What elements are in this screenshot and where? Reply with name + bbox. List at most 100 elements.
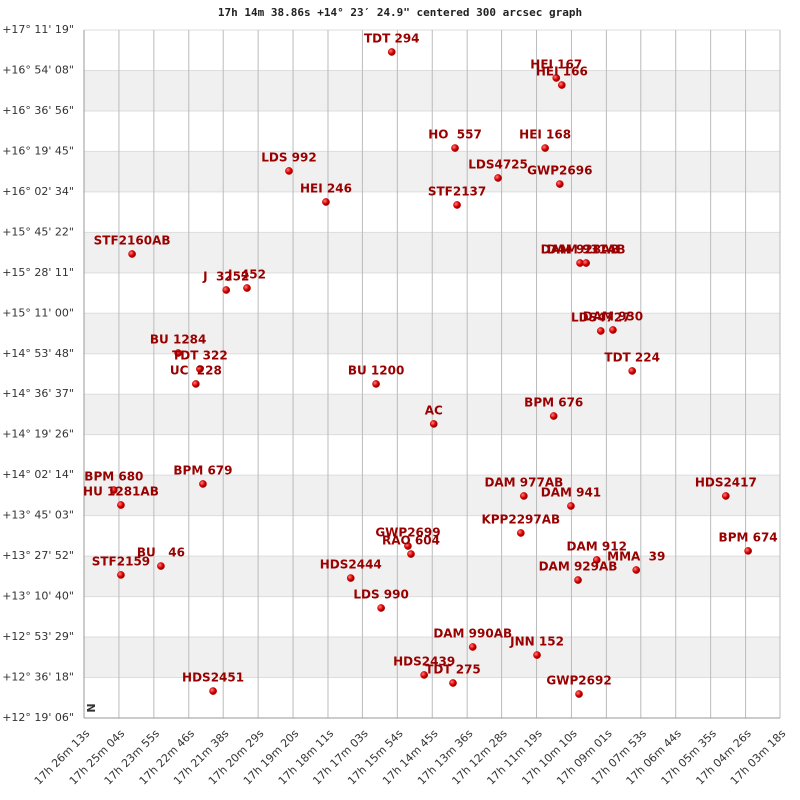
- star-label: J 452: [227, 268, 266, 282]
- star-point: [199, 480, 207, 488]
- y-tick-label: +16° 02' 34": [2, 185, 74, 198]
- star-label: BPM 680: [84, 470, 143, 484]
- y-tick-label: +15° 28' 11": [2, 266, 74, 279]
- star-point: [420, 671, 429, 679]
- star-label: GWP2699: [375, 525, 440, 539]
- star-point: [117, 501, 125, 509]
- star-label: BU 46: [137, 546, 185, 560]
- y-tick-label: +17° 11' 19": [2, 23, 74, 36]
- star-point: [632, 566, 641, 574]
- star-label: DAM 928AB: [541, 243, 620, 257]
- y-tick-label: +14° 02' 14": [2, 468, 74, 481]
- star-label: KPP2297AB: [481, 512, 560, 526]
- star-point: [744, 547, 752, 555]
- star-point: [243, 284, 251, 292]
- plot-background: [83, 29, 781, 719]
- star-point: [196, 365, 204, 373]
- star-label: LDS4725: [468, 157, 528, 171]
- star-point: [549, 412, 558, 420]
- star-point: [285, 167, 293, 175]
- star-point: [377, 604, 385, 612]
- star-point: [574, 576, 582, 584]
- star-point: [449, 679, 457, 687]
- y-tick-label: +14° 19' 26": [2, 428, 74, 441]
- star-point: [533, 651, 541, 659]
- star-label: STF2159: [92, 554, 150, 568]
- star-point: [192, 380, 200, 388]
- star-point: [372, 380, 380, 388]
- star-label: DAM 912: [567, 539, 627, 553]
- star-point: [609, 326, 617, 334]
- star-point: [582, 259, 590, 267]
- star-point: [520, 492, 528, 500]
- star-label: BPM 676: [524, 396, 583, 410]
- y-tick-label: +14° 36' 37": [2, 387, 74, 400]
- star-label: BU 1284: [150, 333, 206, 347]
- star-point: [346, 574, 355, 582]
- star-point: [628, 367, 637, 375]
- star-point: [387, 48, 396, 56]
- star-label: TDT 275: [425, 663, 481, 677]
- star-label: LDS 992: [261, 150, 316, 164]
- star-point: [567, 502, 575, 510]
- star-label: STF2160AB: [94, 233, 171, 247]
- y-tick-label: +12° 36' 18": [2, 671, 74, 684]
- star-label: HEI 246: [300, 182, 352, 196]
- star-point: [721, 492, 730, 500]
- star-point: [516, 529, 525, 537]
- star-label: LDS4727: [571, 310, 631, 324]
- y-tick-label: +12° 53' 29": [2, 630, 74, 643]
- star-point: [541, 144, 549, 152]
- star-label: DAM 977AB: [484, 475, 563, 489]
- star-label: BU 1200: [348, 363, 404, 377]
- star-label: BPM 674: [719, 530, 778, 544]
- star-point: [209, 687, 217, 695]
- star-label: RAO 604: [382, 534, 440, 548]
- star-label: HDS2444: [320, 558, 382, 572]
- star-label: DAM 929AB: [539, 560, 618, 574]
- star-point: [451, 144, 459, 152]
- star-label: HDS2451: [182, 671, 244, 685]
- star-label: HDS2417: [695, 475, 757, 489]
- star-label: MMA 39: [607, 550, 665, 564]
- star-label: DAM 941: [541, 486, 601, 500]
- y-tick-label: +13° 10' 40": [2, 590, 74, 603]
- star-label: DAM 931AB: [547, 243, 626, 257]
- star-label: JNN 152: [509, 635, 564, 649]
- star-label: HEI 167: [530, 57, 582, 71]
- star-label: J 3252: [202, 270, 249, 284]
- star-point: [552, 74, 561, 82]
- star-point: [453, 201, 461, 209]
- y-tick-label: +13° 45' 03": [2, 509, 74, 522]
- star-label: HEI 166: [536, 65, 588, 79]
- y-tick-label: +15° 11' 00": [2, 306, 74, 319]
- y-tick-label: +13° 27' 52": [2, 549, 74, 562]
- star-point: [494, 174, 502, 182]
- star-point: [222, 286, 231, 294]
- star-point: [128, 250, 136, 258]
- star-label: HU 1281AB: [83, 485, 159, 499]
- y-tick-label: +16° 36' 56": [2, 104, 74, 117]
- star-point: [110, 486, 118, 494]
- star-point: [322, 198, 330, 206]
- chart-title: 17h 14m 38.86s +14° 23′ 24.9" centered 3…: [218, 6, 582, 19]
- star-label: TDT 322: [172, 348, 228, 362]
- y-tick-label: +14° 53' 48": [2, 347, 74, 360]
- star-label: DAM 990AB: [433, 626, 512, 640]
- star-point: [596, 327, 605, 335]
- y-tick-label: +12° 19' 06": [2, 711, 74, 724]
- star-point: [557, 81, 566, 89]
- star-label: STF2137: [428, 184, 486, 198]
- star-label: BPM 679: [173, 463, 232, 477]
- star-label: HDS2439: [393, 654, 455, 668]
- star-label: HO 557: [428, 128, 482, 142]
- star-point: [407, 550, 415, 558]
- star-label: HEI 168: [519, 128, 571, 142]
- star-point: [117, 571, 125, 579]
- star-label: DAM 930: [583, 309, 643, 323]
- star-point: [468, 643, 477, 651]
- star-point: [174, 349, 182, 357]
- star-label: AC: [425, 403, 443, 417]
- star-point: [429, 420, 438, 428]
